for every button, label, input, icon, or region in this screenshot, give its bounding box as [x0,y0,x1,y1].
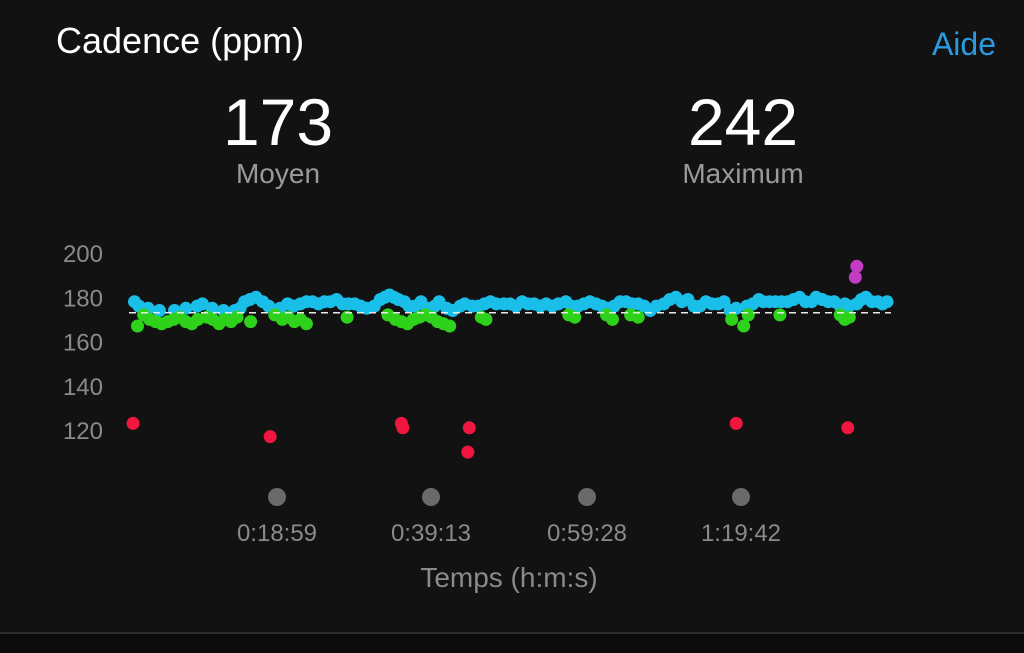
data-points [126,259,894,459]
maximum-stat: 242 Maximum [593,82,893,190]
timeline-marker[interactable] [422,488,440,506]
data-point [462,421,476,435]
bottom-strip [0,634,1024,653]
data-point [230,310,244,324]
data-point [152,304,166,317]
average-value: 173 [222,85,334,159]
data-point [737,319,751,333]
data-point [725,312,739,326]
timeline-marker[interactable] [578,488,596,506]
y-tick-label: 160 [63,330,103,357]
data-point [299,317,313,331]
x-tick-label: 0:59:28 [547,520,627,547]
data-point [880,295,894,309]
data-point [263,430,277,444]
data-point [340,310,354,324]
data-point [848,270,862,284]
data-point [443,319,457,333]
y-tick-label: 200 [63,241,103,268]
x-tick-label: 0:18:59 [237,520,317,547]
data-point [741,308,755,322]
data-point [631,310,645,324]
data-point [195,297,209,311]
maximum-value: 242 [687,85,799,159]
y-axis-ticks: 120 140 160 180 200 [63,241,103,445]
x-tick-label: 0:39:13 [391,520,471,547]
y-tick-label: 180 [63,285,103,312]
x-axis-title: Temps (h:m:s) [420,562,597,593]
data-point [244,315,258,329]
timeline-marker[interactable] [268,488,286,506]
data-point [841,421,855,435]
data-point [850,259,864,273]
data-point [606,312,619,326]
data-point [479,312,493,326]
data-point [842,310,856,324]
time-axis: 0:18:59 0:39:13 0:59:28 1:19:42 [237,488,781,547]
y-tick-label: 140 [63,374,103,401]
data-point [461,445,475,459]
cadence-chart: 120 140 160 180 200 0:18:59 0:39:13 0:59:28 1:1… [63,241,894,593]
help-link[interactable]: Aide [931,26,996,62]
bottom-divider [0,632,1024,634]
timeline-marker[interactable] [732,488,750,506]
cadence-card: Cadence (ppm) Aide 173 Moyen 242 Maximum… [56,20,996,593]
page-title: Cadence (ppm) [56,20,305,61]
average-label: Moyen [235,158,321,189]
data-point [396,421,410,435]
data-point [131,319,144,333]
data-point [729,301,743,315]
data-point [729,416,743,430]
data-point [126,416,140,430]
data-point [568,310,582,324]
data-point [773,308,787,322]
maximum-label: Maximum [682,158,804,189]
x-tick-label: 1:19:42 [701,520,781,547]
y-tick-label: 120 [63,418,103,445]
average-stat: 173 Moyen [128,82,428,190]
